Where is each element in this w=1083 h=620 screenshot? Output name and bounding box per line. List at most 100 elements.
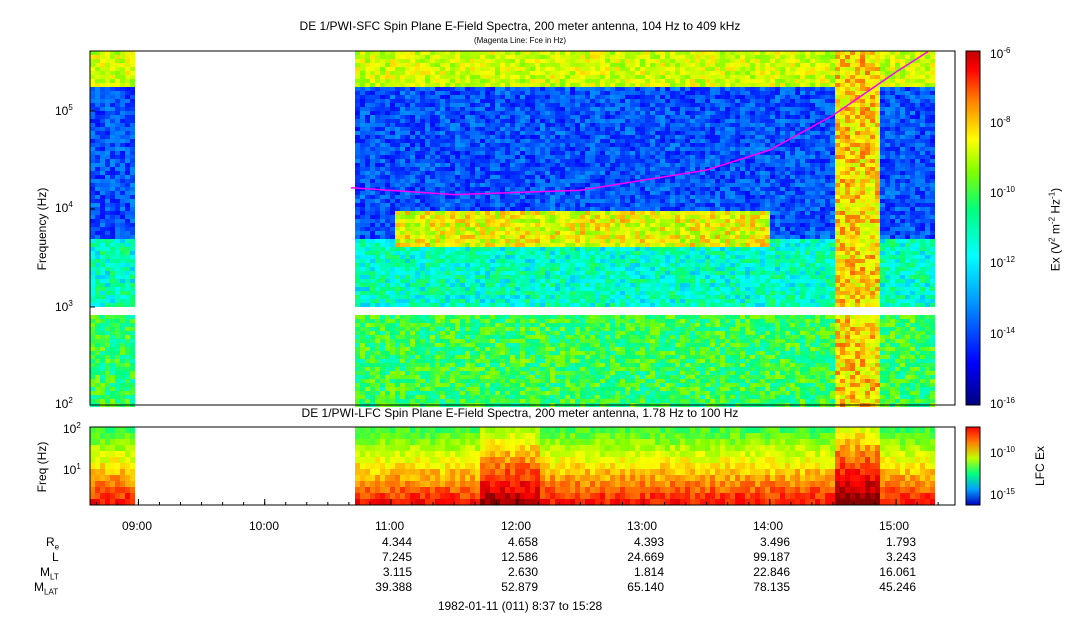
sfc-cell	[390, 107, 395, 111]
sfc-cell	[425, 131, 430, 135]
sfc-cell	[455, 51, 460, 55]
sfc-cell	[505, 219, 510, 223]
sfc-cell	[100, 103, 105, 107]
sfc-cell	[520, 95, 525, 99]
sfc-cell	[385, 139, 390, 143]
sfc-cell	[90, 71, 95, 75]
sfc-cell	[130, 279, 135, 283]
sfc-cell	[560, 279, 565, 283]
sfc-cell	[390, 387, 395, 391]
sfc-cell	[385, 259, 390, 263]
sfc-cell	[115, 239, 120, 243]
sfc-cell	[455, 199, 460, 203]
sfc-cell	[95, 287, 100, 291]
sfc-cell	[565, 303, 570, 307]
sfc-cell	[130, 339, 135, 343]
sfc-cell	[445, 315, 450, 319]
sfc-cell	[455, 175, 460, 179]
sfc-cell	[95, 395, 100, 399]
sfc-cell	[105, 99, 110, 103]
sfc-cell	[400, 303, 405, 307]
sfc-cell	[100, 159, 105, 163]
sfc-cell	[370, 371, 375, 375]
sfc-cell	[525, 323, 530, 327]
sfc-cell	[425, 319, 430, 323]
sfc-cell	[435, 295, 440, 299]
sfc-cell	[120, 259, 125, 263]
sfc-cell	[590, 79, 595, 83]
sfc-cell	[395, 115, 400, 119]
sfc-cell	[500, 327, 505, 331]
sfc-cell	[490, 123, 495, 127]
sfc-cell	[375, 327, 380, 331]
sfc-cell	[405, 347, 410, 351]
sfc-cell	[445, 111, 450, 115]
sfc-cell	[515, 315, 520, 319]
sfc-cell	[100, 251, 105, 255]
sfc-cell	[125, 155, 130, 159]
sfc-cell	[100, 111, 105, 115]
sfc-cell	[505, 147, 510, 151]
sfc-cell	[105, 167, 110, 171]
sfc-cell	[510, 331, 515, 335]
sfc-cell	[440, 263, 445, 267]
sfc-cell	[505, 359, 510, 363]
sfc-cell	[510, 315, 515, 319]
sfc-cell	[580, 355, 585, 359]
sfc-cell	[400, 71, 405, 75]
sfc-cell	[515, 99, 520, 103]
sfc-cell	[380, 291, 385, 295]
sfc-cell	[465, 259, 470, 263]
sfc-cell	[585, 291, 590, 295]
sfc-cell	[370, 399, 375, 403]
sfc-cell	[355, 79, 360, 83]
sfc-cell	[115, 395, 120, 399]
sfc-cell	[380, 71, 385, 75]
sfc-cell	[450, 187, 455, 191]
sfc-cell	[435, 351, 440, 355]
sfc-cell	[570, 379, 575, 383]
sfc-cell	[450, 239, 455, 243]
sfc-cell	[530, 239, 535, 243]
sfc-cell	[495, 243, 500, 247]
sfc-cell	[560, 227, 565, 231]
sfc-cell	[485, 75, 490, 79]
sfc-cell	[430, 143, 435, 147]
sfc-cell	[425, 303, 430, 307]
sfc-cell	[355, 259, 360, 263]
sfc-cell	[130, 195, 135, 199]
sfc-cell	[415, 71, 420, 75]
sfc-cell	[455, 219, 460, 223]
sfc-cell	[400, 135, 405, 139]
sfc-cell	[540, 271, 545, 275]
sfc-cell	[120, 155, 125, 159]
sfc-cell	[100, 351, 105, 355]
sfc-cell	[490, 291, 495, 295]
sfc-cell	[505, 351, 510, 355]
sfc-cell	[505, 243, 510, 247]
sfc-cell	[465, 351, 470, 355]
sfc-cell	[490, 99, 495, 103]
sfc-cell	[545, 271, 550, 275]
sfc-cell	[450, 155, 455, 159]
sfc-cell	[520, 387, 525, 391]
sfc-cell	[525, 159, 530, 163]
sfc-cell	[355, 279, 360, 283]
sfc-cell	[455, 59, 460, 63]
sfc-cell	[510, 323, 515, 327]
sfc-cell	[475, 155, 480, 159]
sfc-cell	[130, 83, 135, 87]
sfc-cell	[560, 59, 565, 63]
sfc-cell	[585, 131, 590, 135]
sfc-cell	[505, 179, 510, 183]
sfc-cell	[370, 375, 375, 379]
sfc-cell	[535, 259, 540, 263]
sfc-cell	[425, 399, 430, 403]
sfc-cell	[575, 279, 580, 283]
sfc-cell	[505, 247, 510, 251]
sfc-cell	[570, 195, 575, 199]
sfc-cell	[490, 279, 495, 283]
sfc-cell	[355, 363, 360, 367]
sfc-cell	[450, 267, 455, 271]
sfc-cell	[435, 255, 440, 259]
